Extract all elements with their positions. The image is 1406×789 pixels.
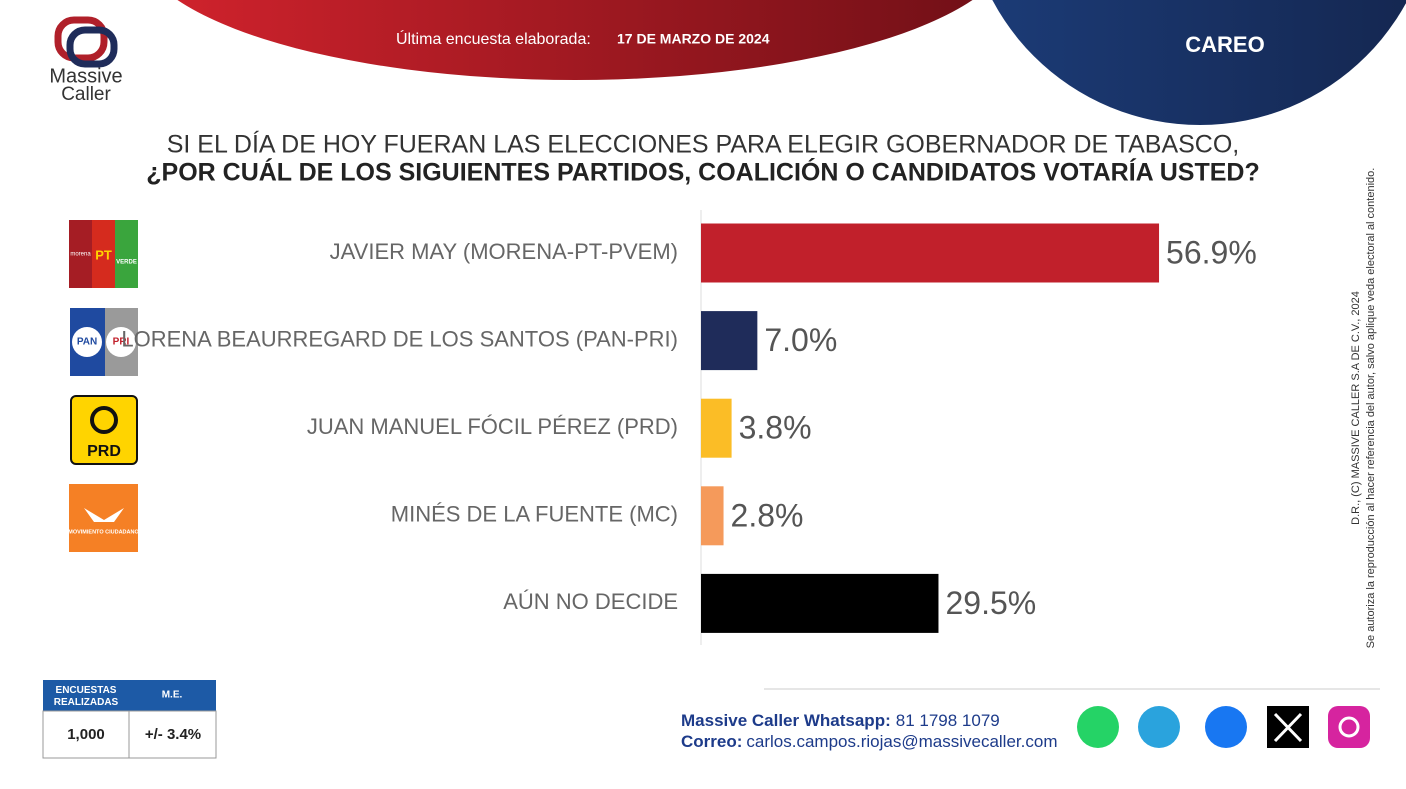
telegram-icon[interactable] [1138,706,1180,748]
brand-logo: Massive Caller [49,16,123,105]
logo-morena: morena PT VERDE [69,220,138,288]
chart-title: SI EL DÍA DE HOY FUERAN LAS ELECCIONES P… [167,130,1240,159]
brand-name: Caller [61,84,111,105]
category-label: JUAN MANUEL FÓCIL PÉREZ (PRD) [307,414,678,439]
instagram-icon[interactable] [1328,706,1370,748]
whatsapp-icon[interactable] [1077,706,1119,748]
contact-value: carlos.campos.riojas@massivecaller.com [746,732,1057,751]
value-label: 3.8% [739,410,812,446]
survey-table: ENCUESTAS REALIZADAS M.E. 1,000 +/- 3.4% [42,680,217,759]
survey-label: Última encuesta elaborada: [396,29,591,48]
logo-text: MOVIMIENTO CIUDADANO [68,529,139,535]
logo-text: morena [70,252,91,258]
header-red-shape [177,0,973,80]
contact-label: Correo: [681,732,742,751]
logo-text: PRI [113,337,130,348]
header-blue-shape [992,0,1406,125]
contact-line: Correo: carlos.campos.riojas@massivecalle… [681,732,1057,751]
table-header-line: ENCUESTAS [56,685,117,696]
table-cell: 1,000 [67,726,105,743]
bar [701,573,939,633]
bar [701,223,1160,283]
survey-date: 17 DE MARZO DE 2024 [617,31,770,47]
value-label: 29.5% [945,585,1036,621]
logo-text: PRD [87,443,121,460]
value-label: 7.0% [764,322,837,358]
copyright: Se autoriza la reproducción al hacer ref… [1365,168,1377,649]
table-header-line: REALIZADAS [54,697,119,708]
table-header: M.E. [162,690,183,701]
contact-line: Massive Caller Whatsapp: 81 1798 1079 [681,711,1000,730]
logo-prd: PRD [70,395,138,465]
value-label: 2.8% [731,497,804,533]
value-label: 56.9% [1166,234,1257,270]
category-label: JAVIER MAY (MORENA-PT-PVEM) [330,239,678,264]
contact-label: Massive Caller Whatsapp: [681,711,891,730]
bar [701,486,724,546]
logo-text: PAN [77,337,97,348]
copyright: D.R., (C) MASSIVE CALLER S.A DE C.V., 20… [1350,291,1362,525]
logo-text: VERDE [116,260,137,266]
contact-value: 81 1798 1079 [896,711,1000,730]
section-title: CAREO [1185,32,1264,57]
logo-mc: MOVIMIENTO CIUDADANO [68,484,139,552]
social-icons [1077,706,1370,748]
chart-subtitle: ¿POR CUÁL DE LOS SIGUIENTES PARTIDOS, CO… [146,157,1259,187]
table-header: ENCUESTAS REALIZADAS [54,685,119,708]
logo-text: PT [95,247,112,262]
category-label: MINÉS DE LA FUENTE (MC) [391,502,678,527]
bar [701,311,758,371]
facebook-icon[interactable] [1205,706,1247,748]
brand-name: Massive [49,65,122,87]
bar [701,398,732,458]
category-label: AÚN NO DECIDE [503,589,678,614]
category-label: LORENA BEAURREGARD DE LOS SANTOS (PAN-PR… [121,326,678,351]
logo-pan-pri: PAN PRI [70,308,138,376]
table-cell: +/- 3.4% [145,726,201,743]
